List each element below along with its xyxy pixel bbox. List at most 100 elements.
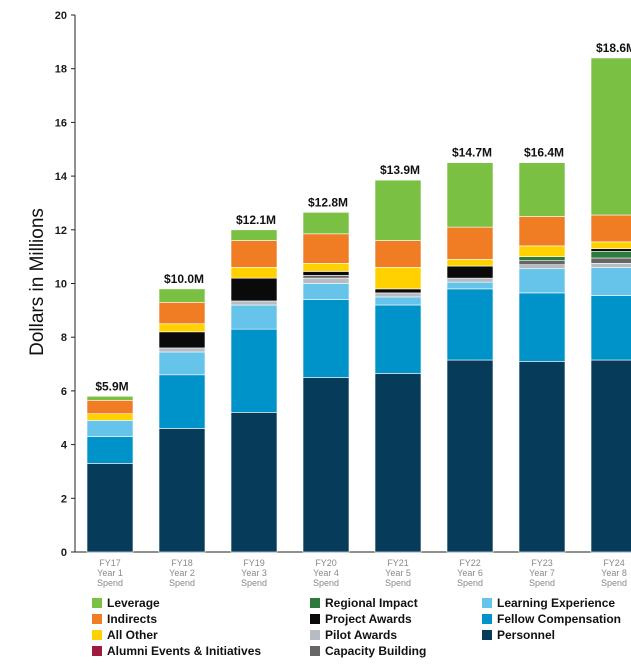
- bar-segment: [230, 412, 278, 553]
- x-category-label: FY23 Year 7 Spend: [529, 558, 555, 588]
- x-category-label: FY18 Year 2 Spend: [169, 558, 195, 588]
- y-tick-label: 8: [61, 332, 67, 344]
- x-category-label: FY24 Year 8 Spend: [601, 558, 627, 588]
- bar-segment: [86, 420, 134, 437]
- legend-swatch: [310, 630, 320, 640]
- bar-segment: [374, 240, 422, 268]
- legend-label: Project Awards: [325, 612, 412, 626]
- bar-segment: [518, 292, 566, 362]
- bar-total-label: $12.1M: [236, 213, 276, 227]
- bar-segment: [446, 265, 494, 279]
- bar-segment: [446, 226, 494, 260]
- bar-segment: [446, 281, 494, 290]
- bar-segment: [230, 304, 278, 330]
- bar-segment: [374, 179, 422, 241]
- bar-segment: [374, 373, 422, 553]
- bar-segment: [374, 288, 422, 294]
- bar-segment: [302, 283, 350, 300]
- y-tick-label: 12: [55, 225, 67, 237]
- bar-segment: [590, 248, 631, 252]
- legend-swatch: [92, 646, 102, 656]
- bar-segment: [590, 214, 631, 243]
- y-tick-label: 4: [61, 440, 68, 452]
- legend-swatch: [482, 630, 492, 640]
- bar-stack: [302, 212, 350, 553]
- bar-total-label: $10.0M: [164, 272, 204, 286]
- bar-segment: [302, 263, 350, 272]
- bar-segment: [158, 428, 206, 553]
- bar-segment: [302, 233, 350, 264]
- bar-totals: $5.9M $10.0M $12.1M $12.8M $13.9M $14.7M $16.4…: [95, 41, 631, 393]
- bar-segment: [230, 277, 278, 302]
- bar-segment: [86, 413, 134, 421]
- bar-segment: [158, 331, 206, 349]
- bar-stack: [590, 57, 631, 553]
- bar-segment: [230, 328, 278, 413]
- bar-segment: [230, 300, 278, 306]
- bar-segment: [590, 267, 631, 296]
- legend-item: Capacity Building: [310, 644, 426, 658]
- bar-segment: [302, 277, 350, 284]
- bars: [86, 57, 631, 553]
- bar-stack: [230, 229, 278, 553]
- legend-label: Fellow Compensation: [497, 612, 621, 626]
- bar-segment: [302, 275, 350, 279]
- bar-segment: [302, 212, 350, 235]
- bar-segment: [518, 256, 566, 261]
- legend-label: Learning Experience: [497, 596, 615, 610]
- legend-label: All Other: [107, 628, 158, 642]
- bar-segment: [86, 436, 134, 464]
- bar-segment: [446, 162, 494, 228]
- bar-segment: [374, 292, 422, 298]
- legend-swatch: [310, 598, 320, 608]
- legend-swatch: [92, 630, 102, 640]
- bar-segment: [230, 240, 278, 268]
- bar-segment: [374, 304, 422, 374]
- bar-total-label: $16.4M: [524, 146, 564, 160]
- bar-total-label: $5.9M: [95, 379, 128, 393]
- bar-segment: [518, 361, 566, 553]
- bar-segment: [590, 57, 631, 216]
- bar-segment: [374, 296, 422, 306]
- bar-segment: [590, 295, 631, 361]
- bar-segment: [446, 359, 494, 553]
- legend: Leverage Indirects All Other Alumni Events …: [92, 596, 621, 658]
- bar-segment: [302, 377, 350, 553]
- legend-label: Capacity Building: [325, 644, 426, 658]
- bar-total-label: $14.7M: [452, 146, 492, 160]
- legend-label: Indirects: [107, 612, 157, 626]
- bar-segment: [86, 399, 134, 415]
- bar-stack: [374, 179, 422, 553]
- bar-segment: [446, 288, 494, 361]
- legend-swatch: [482, 598, 492, 608]
- legend-item: Pilot Awards: [310, 628, 397, 642]
- bar-segment: [518, 268, 566, 294]
- legend-item: Fellow Compensation: [482, 612, 621, 626]
- legend-item: Project Awards: [310, 612, 412, 626]
- legend-item: Leverage: [92, 596, 160, 610]
- legend-swatch: [310, 614, 320, 624]
- legend-swatch: [92, 598, 102, 608]
- bar-segment: [302, 299, 350, 378]
- legend-item: Learning Experience: [482, 596, 615, 610]
- legend-label: Alumni Events & Initiatives: [107, 644, 261, 658]
- x-category-label: FY22 Year 6 Spend: [457, 558, 483, 588]
- bar-segment: [158, 351, 206, 376]
- legend-label: Personnel: [497, 628, 555, 642]
- legend-item: Alumni Events & Initiatives: [92, 644, 261, 658]
- bar-stack: [86, 395, 134, 553]
- y-axis-title: Dollars in Millions: [27, 208, 48, 356]
- bar-stack: [518, 162, 566, 553]
- x-category-label: FY20 Year 4 Spend: [313, 558, 339, 588]
- legend-label: Leverage: [107, 596, 160, 610]
- bar-segment: [158, 288, 206, 303]
- bar-segment: [590, 241, 631, 249]
- y-tick-label: 14: [55, 171, 68, 183]
- legend-item: Regional Impact: [310, 596, 418, 610]
- bar-segment: [518, 245, 566, 257]
- legend-label: Regional Impact: [325, 596, 418, 610]
- bar-segment: [446, 259, 494, 267]
- y-tick-label: 2: [61, 493, 67, 505]
- bar-segment: [518, 216, 566, 247]
- x-category-label: FY19 Year 3 Spend: [241, 558, 267, 588]
